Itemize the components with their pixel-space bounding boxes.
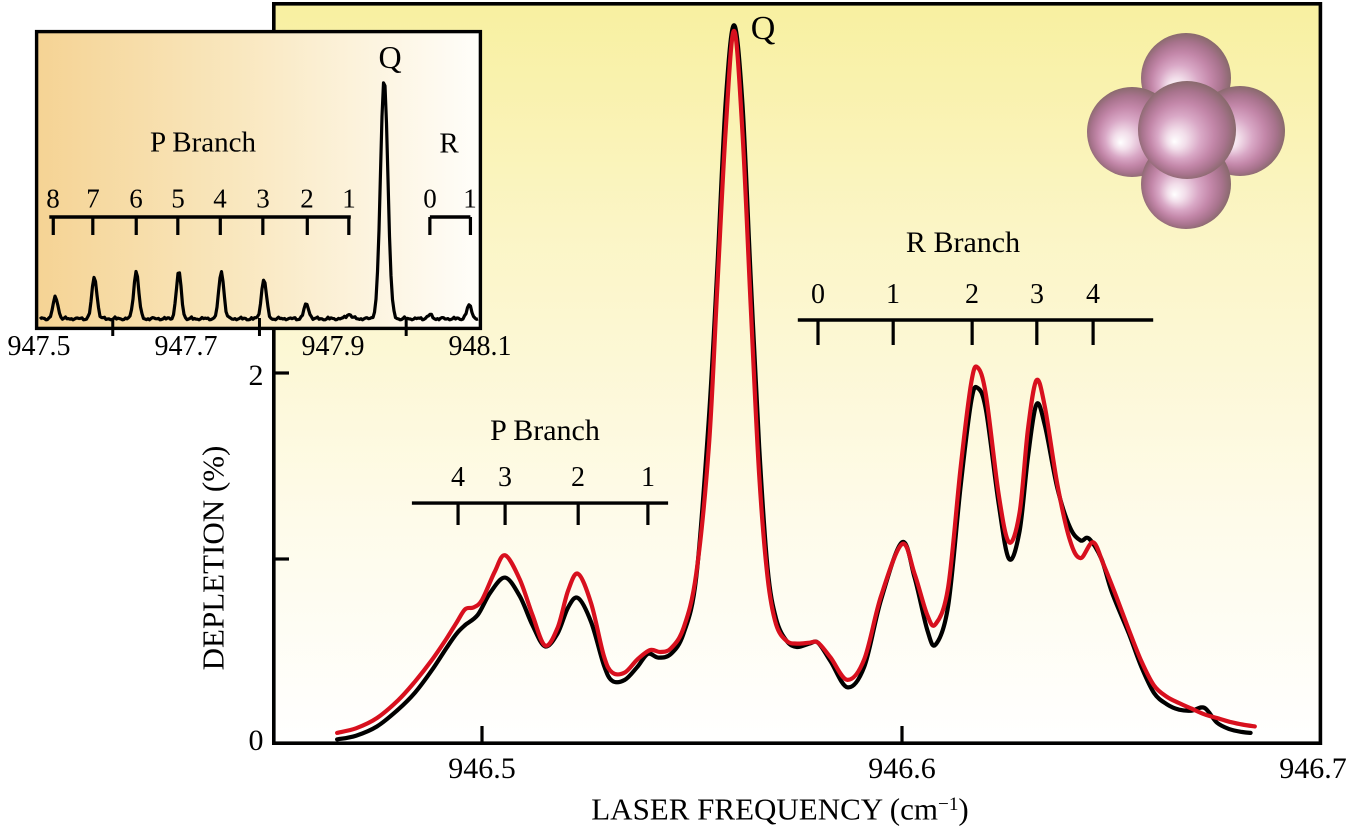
inset-panel-background: [36, 31, 481, 329]
inset-panel-border: [34, 29, 483, 331]
main-panel-border: [271, 1, 1323, 746]
molecule-illustration: [1087, 33, 1285, 229]
inset-chart: [34, 29, 483, 336]
simulation-curve: [335, 28, 1257, 735]
molecule-sphere: [1138, 81, 1236, 179]
